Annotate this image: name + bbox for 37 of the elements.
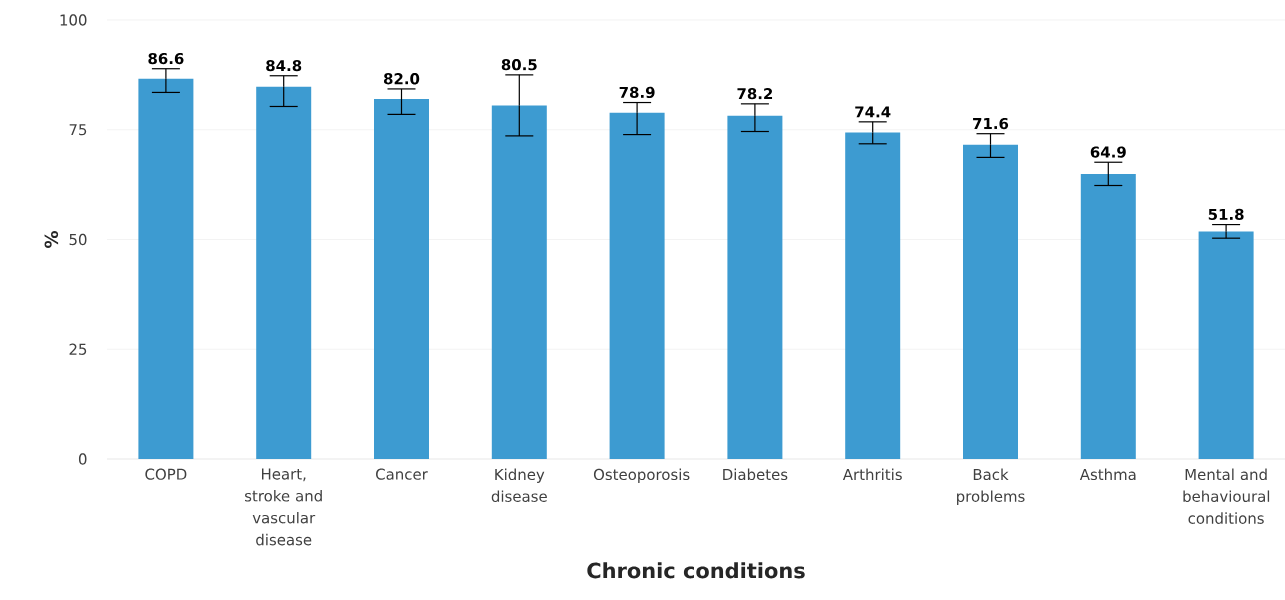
bar bbox=[609, 112, 665, 459]
data-label: 80.5 bbox=[501, 59, 537, 71]
bar bbox=[256, 86, 312, 459]
data-label: 71.6 bbox=[973, 117, 1009, 130]
bar bbox=[727, 115, 783, 459]
x-axis-title: Chronic conditions bbox=[587, 562, 805, 579]
y-axis-title: % bbox=[44, 231, 59, 248]
data-label: 78.2 bbox=[737, 88, 773, 100]
bar bbox=[1080, 174, 1136, 459]
bar bbox=[1198, 231, 1254, 459]
y-tick-label: 75 bbox=[69, 124, 87, 136]
data-label: 82.0 bbox=[383, 73, 420, 85]
bar bbox=[491, 105, 547, 459]
data-label: 78.9 bbox=[619, 86, 655, 99]
data-label: 74.4 bbox=[855, 106, 891, 118]
y-tick-label: 25 bbox=[69, 343, 87, 355]
x-tick-label: Osteoporosis bbox=[593, 468, 690, 483]
data-label: 51.8 bbox=[1208, 208, 1244, 221]
y-tick-label: 100 bbox=[60, 14, 87, 26]
x-tick-label: Asthma bbox=[1079, 468, 1136, 481]
y-tick-label: 0 bbox=[78, 453, 87, 465]
x-tick-label: COPD bbox=[145, 468, 187, 480]
bar bbox=[845, 132, 901, 459]
y-tick-label: 50 bbox=[69, 233, 87, 246]
x-tick-label: Diabetes bbox=[723, 468, 788, 481]
data-label: 86.6 bbox=[148, 52, 184, 65]
x-tick-label: Back problems bbox=[957, 468, 1025, 505]
x-tick-label: Heart, stroke and vascular disease bbox=[245, 468, 322, 546]
data-label: 64.9 bbox=[1090, 146, 1126, 158]
x-tick-label: Arthritis bbox=[842, 468, 902, 481]
x-tick-label: Mental and behavioural conditions bbox=[1183, 468, 1270, 524]
x-tick-label: Kidney disease bbox=[491, 468, 547, 503]
bar bbox=[138, 78, 194, 459]
x-tick-label: Cancer bbox=[376, 468, 428, 480]
data-label: 84.8 bbox=[266, 59, 302, 72]
bar bbox=[963, 144, 1018, 459]
bar bbox=[374, 99, 429, 459]
